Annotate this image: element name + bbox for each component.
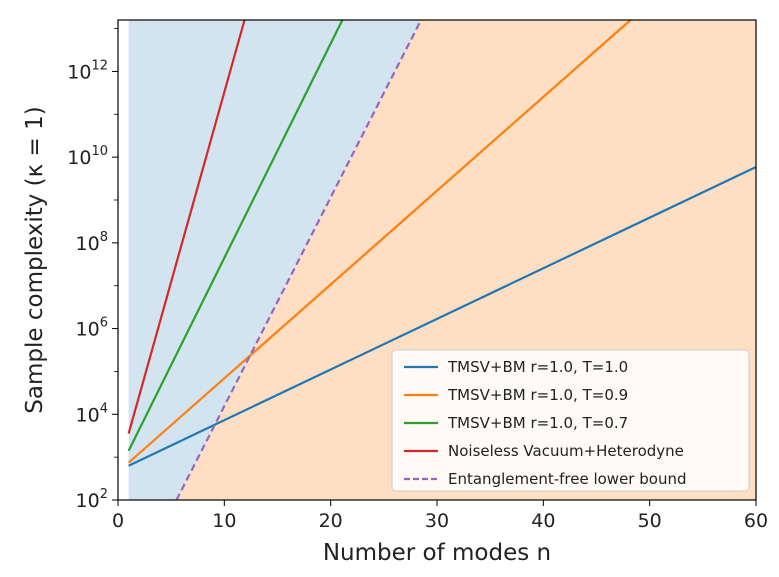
y-axis: 102 104 106 108 1010 1012 bbox=[67, 28, 118, 512]
y-tick-label: 104 bbox=[76, 401, 108, 426]
y-tick-label: 102 bbox=[76, 487, 108, 512]
x-axis: 0 10 20 30 40 50 60 bbox=[112, 500, 768, 532]
legend-label-3: TMSV+BM r=1.0, T=0.7 bbox=[447, 414, 628, 432]
series-line-5 bbox=[175, 19, 423, 501]
y-tick-label: 108 bbox=[76, 230, 108, 255]
x-tick-label: 30 bbox=[425, 510, 449, 532]
series-line-1 bbox=[128, 166, 757, 467]
series-line-3 bbox=[127, 19, 344, 452]
y-tick-label: 106 bbox=[76, 316, 108, 341]
series-line-2 bbox=[127, 19, 632, 464]
legend: TMSV+BM r=1.0, T=1.0 TMSV+BM r=1.0, T=0.9… bbox=[391, 349, 750, 492]
legend-box bbox=[391, 349, 750, 492]
x-tick-label: 60 bbox=[744, 510, 768, 532]
y-tick-label: 1012 bbox=[67, 58, 108, 83]
series-lines bbox=[127, 19, 757, 501]
legend-label-5: Entanglement-free lower bound bbox=[448, 470, 686, 488]
entanglement-advantage-region bbox=[128, 20, 422, 500]
y-axis-label: Sample complexity (κ = 1) bbox=[22, 106, 48, 413]
y-tick-label: 1010 bbox=[67, 144, 108, 169]
legend-label-4: Noiseless Vacuum+Heterodyne bbox=[448, 442, 684, 460]
x-axis-label: Number of modes n bbox=[323, 540, 551, 566]
legend-label-1: TMSV+BM r=1.0, T=1.0 bbox=[447, 358, 628, 376]
x-tick-label: 50 bbox=[638, 510, 662, 532]
x-tick-label: 0 bbox=[112, 510, 124, 532]
legend-label-2: TMSV+BM r=1.0, T=0.9 bbox=[447, 386, 628, 404]
series-line-4 bbox=[127, 19, 246, 434]
x-tick-label: 10 bbox=[212, 510, 236, 532]
x-tick-label: 20 bbox=[319, 510, 343, 532]
x-tick-label: 40 bbox=[531, 510, 555, 532]
